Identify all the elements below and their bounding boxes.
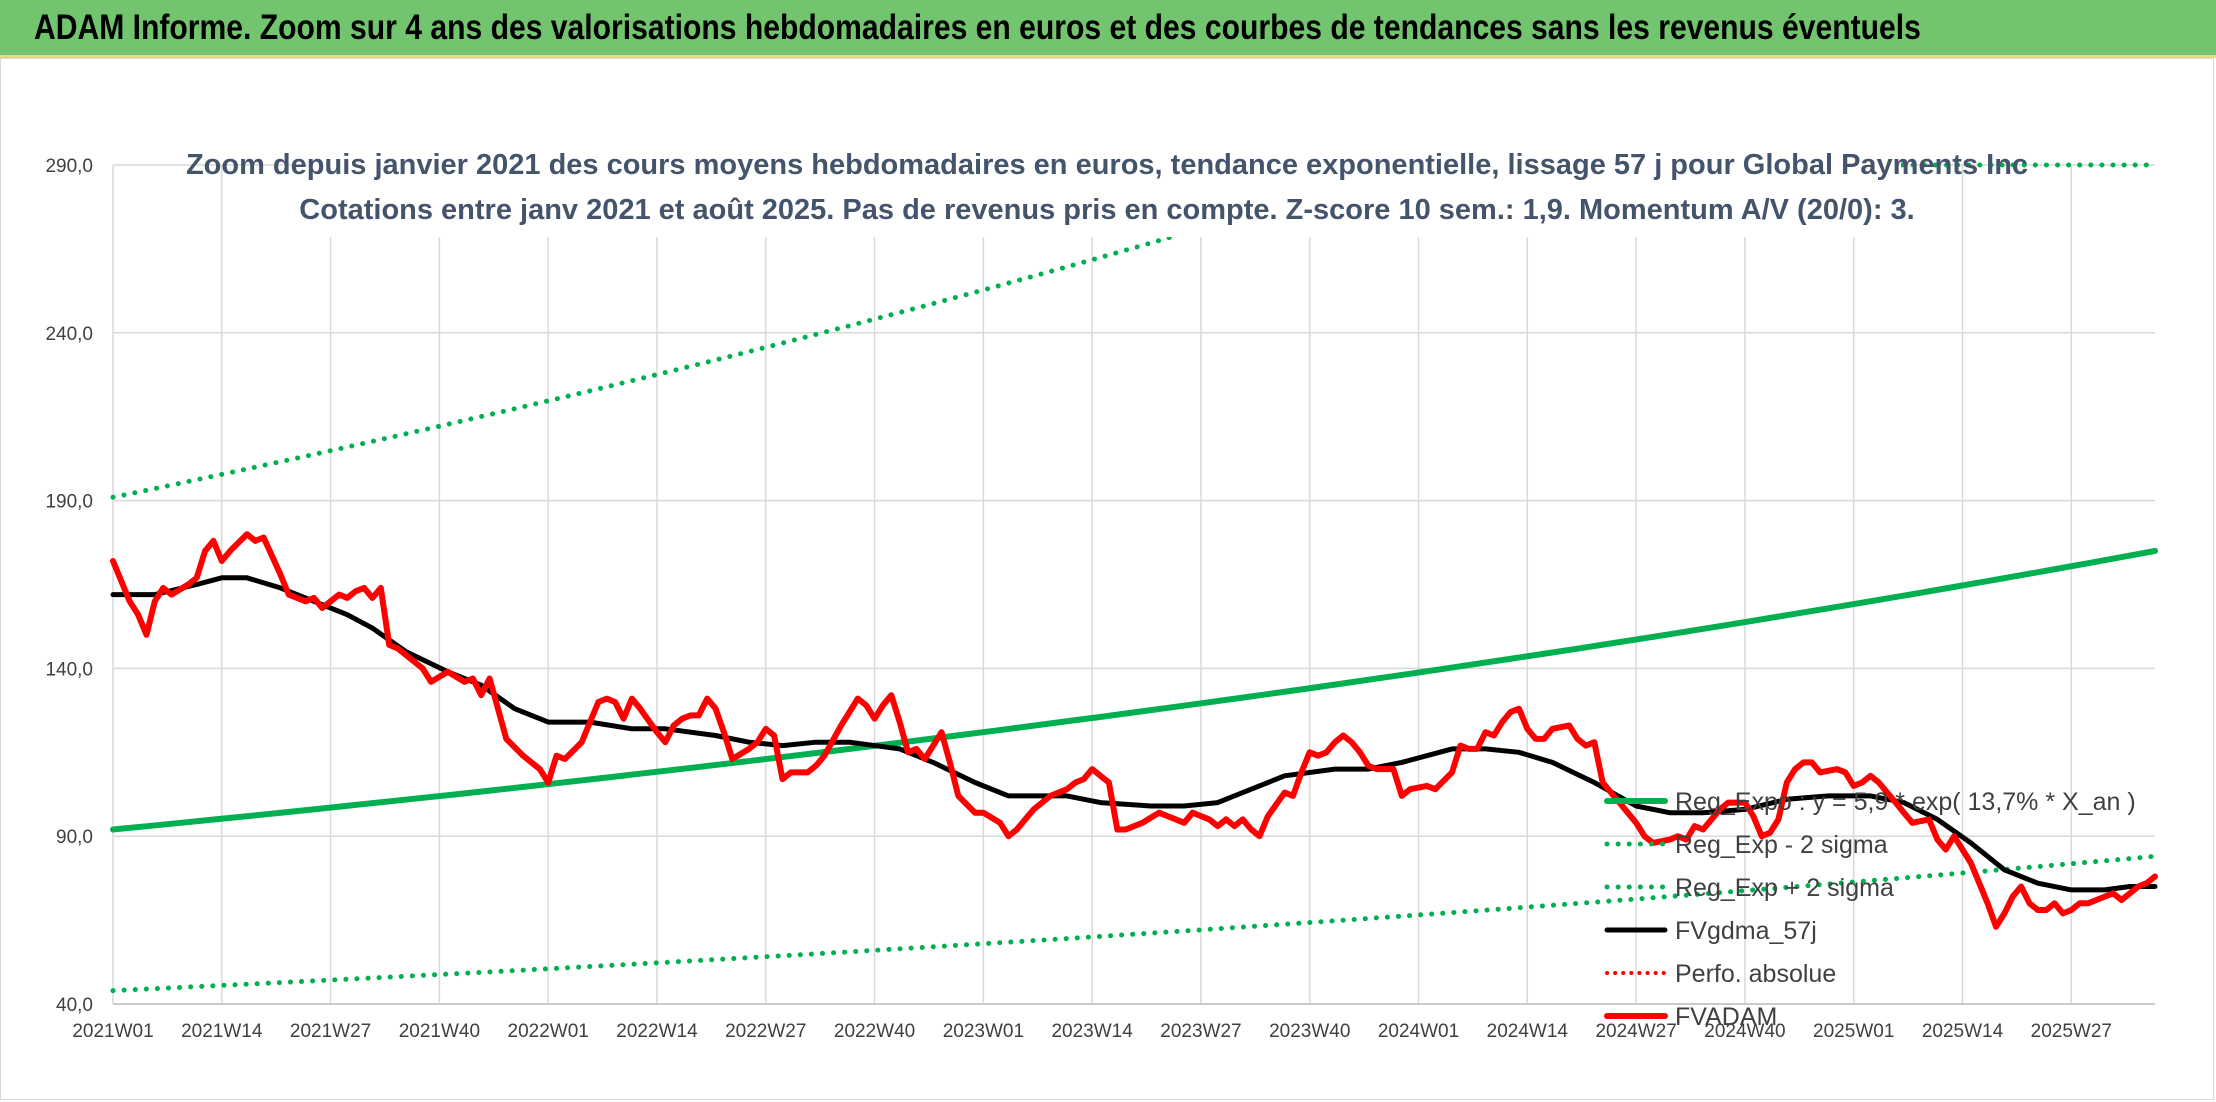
x-tick-label: 2024W01 bbox=[1378, 1021, 1459, 1042]
x-tick-label: 2025W01 bbox=[1813, 1021, 1894, 1042]
y-tick-label: 140,0 bbox=[45, 659, 93, 680]
x-tick-label: 2022W14 bbox=[616, 1021, 698, 1042]
x-tick-label: 2022W01 bbox=[508, 1021, 589, 1042]
x-axis-ticks: 2021W01 2021W14 2021W27 2021W40 2022W01 2022W… bbox=[72, 1021, 2112, 1042]
report-title: ADAM Informe. Zoom sur 4 ans des valoris… bbox=[34, 8, 1921, 47]
title-background bbox=[307, 129, 1901, 237]
series-layer bbox=[110, 162, 2158, 994]
legend: Reg_Expo : y = 5,9 * exp( 13,7% * X_an )… bbox=[1604, 788, 2136, 1031]
x-tick-label: 2022W40 bbox=[834, 1021, 915, 1042]
x-tick-label: 2024W27 bbox=[1595, 1021, 1676, 1042]
legend-label: FVADAM bbox=[1675, 1003, 1777, 1031]
x-tick-label: 2021W27 bbox=[290, 1021, 371, 1042]
x-tick-label: 2025W27 bbox=[2031, 1021, 2112, 1042]
x-tick-label: 2023W40 bbox=[1269, 1021, 1350, 1042]
x-tick-label: 2021W14 bbox=[181, 1021, 263, 1042]
x-tick-label: 2023W01 bbox=[943, 1021, 1024, 1042]
legend-label: Reg_Exp + 2 sigma bbox=[1675, 874, 1894, 902]
y-tick-label: 90,0 bbox=[56, 827, 93, 848]
y-tick-label: 290,0 bbox=[45, 156, 93, 177]
x-tick-label: 2023W27 bbox=[1160, 1021, 1241, 1042]
trend-line bbox=[110, 547, 2158, 833]
x-tick-label: 2024W40 bbox=[1704, 1021, 1785, 1042]
y-tick-label: 190,0 bbox=[45, 492, 93, 513]
y-axis-ticks: 40,0 90,0 140,0 190,0 240,0 290,0 bbox=[45, 156, 93, 1016]
price-line bbox=[110, 531, 2158, 930]
x-tick-label: 2025W14 bbox=[1922, 1021, 2004, 1042]
chart-frame: 40,0 90,0 140,0 190,0 240,0 290,0 2021W01 2021… bbox=[0, 58, 2214, 1100]
x-tick-label: 2023W14 bbox=[1051, 1021, 1133, 1042]
y-tick-label: 40,0 bbox=[56, 995, 93, 1016]
lower-band-line bbox=[110, 853, 2158, 994]
chart-title: Zoom depuis janvier 2021 des cours moyen… bbox=[186, 149, 2028, 181]
x-tick-label: 2022W27 bbox=[725, 1021, 806, 1042]
x-tick-label: 2021W40 bbox=[399, 1021, 480, 1042]
y-tick-label: 240,0 bbox=[45, 324, 93, 345]
smoothed-line bbox=[110, 575, 2158, 893]
legend-label: FVgdma_57j bbox=[1675, 917, 1817, 945]
x-tick-label: 2021W01 bbox=[72, 1021, 153, 1042]
chart-subtitle: Cotations entre janv 2021 et août 2025. … bbox=[299, 194, 1914, 226]
report-banner: ADAM Informe. Zoom sur 4 ans des valoris… bbox=[0, 0, 2216, 58]
legend-label: Reg_Exp - 2 sigma bbox=[1675, 831, 1888, 859]
legend-label: Perfo. absolue bbox=[1675, 960, 1836, 988]
legend-label: Reg_Expo : y = 5,9 * exp( 13,7% * X_an ) bbox=[1675, 788, 2136, 816]
x-tick-label: 2024W14 bbox=[1487, 1021, 1569, 1042]
